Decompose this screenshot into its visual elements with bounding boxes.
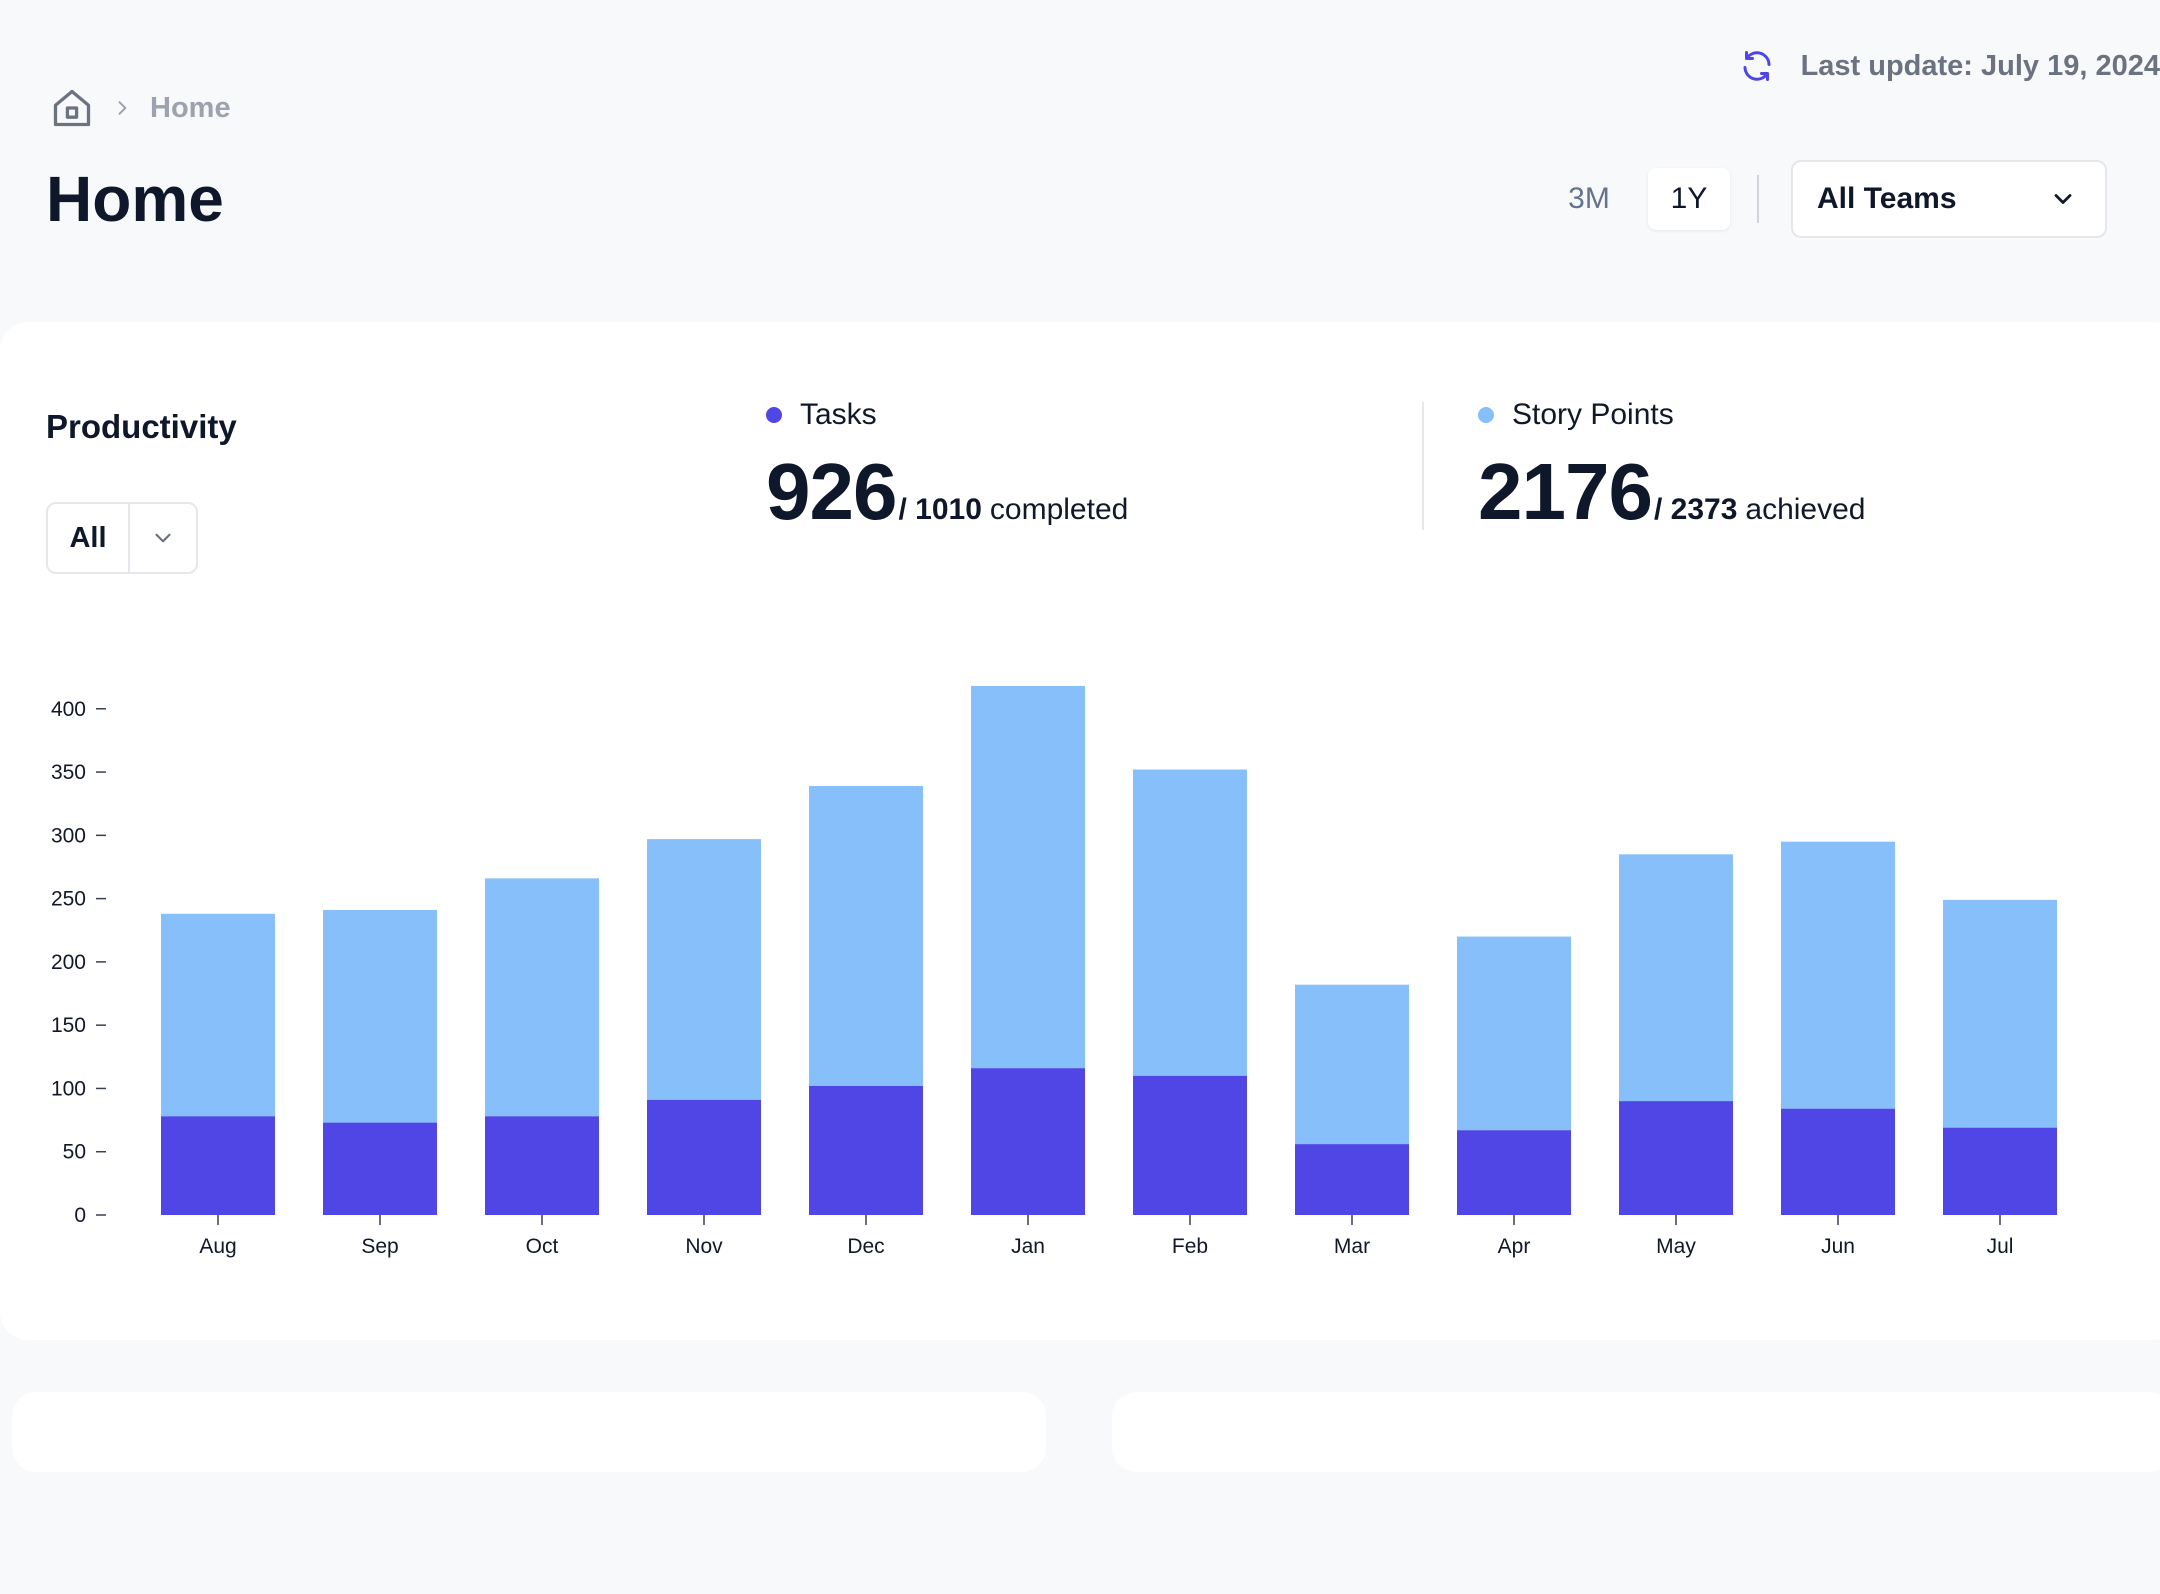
- y-tick-label: 300: [51, 824, 86, 847]
- x-tick-label: May: [1656, 1235, 1696, 1258]
- bar-story-points: [161, 913, 275, 1117]
- x-tick-label: Feb: [1172, 1235, 1208, 1258]
- x-tick-label: Aug: [199, 1235, 236, 1258]
- tasks-value: 926: [766, 447, 897, 536]
- y-tick-label: 150: [51, 1014, 86, 1037]
- story-points-metric: Story Points 2176 / 2373 achieved: [1478, 398, 1865, 538]
- bar-tasks: [1133, 1075, 1247, 1215]
- breadcrumb-item-home[interactable]: Home: [150, 91, 231, 124]
- x-tick-label: Mar: [1334, 1235, 1370, 1258]
- breadcrumb: Home: [50, 86, 231, 130]
- bar-tasks: [1943, 1127, 2057, 1215]
- x-tick-label: Oct: [526, 1235, 559, 1258]
- story-points-value: 2176: [1478, 447, 1653, 536]
- y-tick-label: 400: [51, 698, 86, 721]
- tasks-legend-dot: [766, 407, 782, 423]
- bottom-card-left: [12, 1392, 1046, 1472]
- x-tick-label: Sep: [361, 1235, 398, 1258]
- bar-story-points: [1619, 854, 1733, 1102]
- last-update-text: Last update: July 19, 2024: [1800, 49, 2160, 82]
- bar-tasks: [323, 1122, 437, 1215]
- chevron-down-icon: [2049, 185, 2077, 213]
- filter-value: All: [48, 504, 130, 572]
- tasks-total: / 1010: [898, 493, 982, 526]
- y-tick-label: 0: [74, 1204, 86, 1227]
- x-tick-label: Dec: [847, 1235, 884, 1258]
- x-tick-label: Jun: [1821, 1235, 1855, 1258]
- home-icon[interactable]: [50, 86, 94, 130]
- refresh-icon[interactable]: [1739, 48, 1775, 84]
- bar-tasks: [1457, 1130, 1571, 1215]
- bar-tasks: [647, 1099, 761, 1215]
- bar-tasks: [971, 1068, 1085, 1215]
- story-points-label: Story Points: [1512, 398, 1674, 431]
- bar-tasks: [1295, 1144, 1409, 1215]
- chevron-down-icon: [130, 504, 196, 572]
- chevron-right-icon: [112, 98, 132, 118]
- bar-tasks: [1781, 1108, 1895, 1215]
- x-tick-label: Apr: [1498, 1235, 1531, 1258]
- range-1y-button[interactable]: 1Y: [1648, 168, 1730, 230]
- y-tick-label: 350: [51, 761, 86, 784]
- x-tick-label: Nov: [685, 1235, 723, 1258]
- tasks-label: Tasks: [800, 398, 877, 431]
- y-tick-label: 100: [51, 1077, 86, 1100]
- bar-story-points: [485, 878, 599, 1117]
- y-tick-label: 250: [51, 888, 86, 911]
- page-title: Home: [46, 163, 224, 235]
- divider: [1757, 175, 1759, 223]
- story-points-total: / 2373: [1653, 493, 1738, 526]
- tasks-suffix: completed: [989, 493, 1129, 526]
- bar-story-points: [323, 910, 437, 1123]
- last-update: Last update: July 19, 2024: [1739, 48, 2160, 84]
- productivity-card: Productivity All Tasks 926 / 1010 comple…: [0, 322, 2160, 1340]
- bar-tasks: [1619, 1101, 1733, 1215]
- bar-story-points: [1133, 769, 1247, 1076]
- bar-story-points: [971, 686, 1085, 1069]
- bar-story-points: [1781, 841, 1895, 1109]
- time-range-toggle: 3M 1Y: [1548, 168, 1730, 230]
- y-tick-label: 50: [63, 1141, 86, 1164]
- bottom-card-right: [1112, 1392, 2160, 1472]
- team-select-value: All Teams: [1817, 182, 1957, 215]
- productivity-bar-chart: 0 50 100 150 200 250 300 350 400 Aug Sep Oct Nov Dec J…: [51, 686, 2057, 1258]
- bar-tasks: [161, 1116, 275, 1215]
- card-title: Productivity: [46, 408, 237, 445]
- bar-story-points: [1457, 936, 1571, 1131]
- bar-tasks: [485, 1116, 599, 1215]
- bar-story-points: [1943, 899, 2057, 1128]
- team-select[interactable]: All Teams: [1791, 160, 2107, 238]
- x-tick-label: Jan: [1011, 1235, 1045, 1258]
- bar-story-points: [809, 785, 923, 1086]
- x-tick-label: Jul: [1987, 1235, 2014, 1258]
- bar-story-points: [647, 839, 761, 1100]
- range-3m-button[interactable]: 3M: [1568, 182, 1610, 215]
- story-points-legend-dot: [1478, 407, 1494, 423]
- productivity-filter-select[interactable]: All: [46, 502, 198, 574]
- y-tick-label: 200: [51, 951, 86, 974]
- story-points-suffix: achieved: [1745, 493, 1866, 526]
- tasks-metric: Tasks 926 / 1010 completed: [766, 398, 1128, 538]
- bar-story-points: [1295, 984, 1409, 1145]
- bar-tasks: [809, 1085, 923, 1215]
- metric-divider: [1422, 402, 1424, 530]
